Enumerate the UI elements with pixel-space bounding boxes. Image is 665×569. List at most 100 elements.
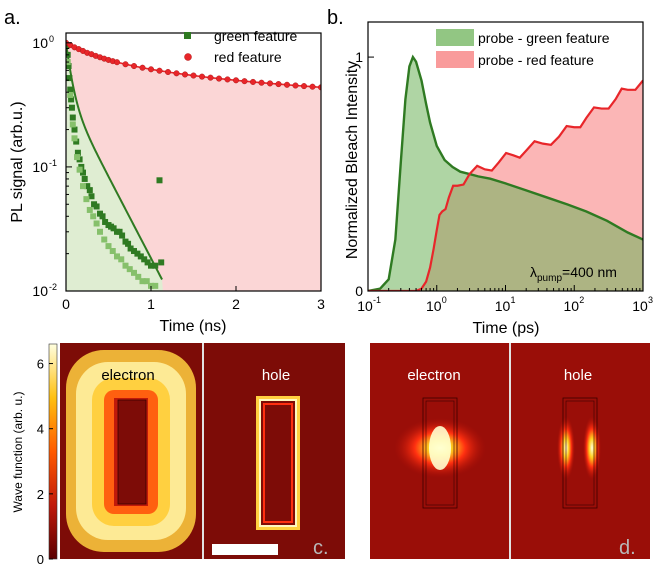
- panel-b-legend: probe - green feature probe - red featur…: [436, 29, 610, 68]
- x-tick-label: 10: [357, 298, 373, 314]
- red-feature-point: [156, 67, 163, 74]
- red-feature-point: [198, 73, 205, 80]
- green-feature-point: [73, 138, 80, 145]
- panel-d: electron hole d.: [370, 343, 650, 559]
- green-feature-point: [148, 262, 154, 269]
- y-tick-label: 1: [355, 49, 363, 65]
- label-electron-d: electron: [407, 367, 460, 384]
- green-feature-point: [125, 240, 132, 247]
- red-feature-point: [309, 83, 316, 90]
- green-feature-fill: [66, 42, 163, 291]
- green-feature-point: [81, 175, 88, 182]
- y-tick-label: 10: [32, 159, 48, 175]
- green-feature-point: [105, 243, 112, 250]
- green-feature-point: [90, 213, 97, 220]
- green-feature-point: [80, 169, 86, 176]
- x-tick-label: 0: [62, 296, 70, 312]
- red-feature-point: [267, 80, 274, 87]
- green-feature-point: [109, 248, 116, 255]
- green-feature-fit-line: [66, 42, 163, 280]
- green-feature-point: [126, 266, 133, 273]
- green-feature-point: [69, 114, 76, 121]
- red-feature-point: [232, 77, 239, 84]
- green-feature-point: [110, 225, 117, 232]
- panel-a-xlabel: Time (ns): [160, 318, 227, 335]
- y-tick-exponent: -2: [49, 282, 57, 292]
- legend-label-probe-red: probe - red feature: [478, 52, 594, 68]
- red-feature-point: [224, 76, 231, 83]
- green-feature-point: [88, 193, 95, 200]
- panel-b-ylabel: Normalized Bleach Intensity: [344, 61, 361, 259]
- y-tick-label: 10: [32, 35, 48, 51]
- green-feature-point: [127, 245, 134, 252]
- green-feature-point: [114, 253, 120, 260]
- red-feature-point: [164, 68, 171, 75]
- red-feature-point: [130, 63, 137, 70]
- green-feature-point: [71, 135, 78, 142]
- legend-swatch-green: [436, 29, 474, 46]
- x-tick-exponent: 2: [579, 295, 584, 305]
- green-feature-point: [134, 250, 141, 257]
- panel-b-label: b.: [327, 7, 344, 29]
- x-tick-label: 3: [317, 296, 325, 312]
- red-feature-point: [249, 78, 256, 85]
- panel-a-legend: green feature red feature: [184, 28, 297, 65]
- panel-d-label: d.: [619, 537, 636, 559]
- x-tick-exponent: -1: [373, 295, 381, 305]
- panel-a-ylabel: PL signal (arb.u.): [9, 101, 26, 222]
- green-feature-point: [66, 63, 72, 70]
- heatmap-c-electron: electron: [60, 343, 202, 559]
- legend-swatch-red: [436, 51, 474, 68]
- green-feature-point: [119, 232, 126, 239]
- green-feature-point: [118, 256, 125, 263]
- heatmap-d-hole: hole: [511, 343, 650, 559]
- label-hole-c: hole: [262, 367, 290, 384]
- label-electron-c: electron: [101, 367, 154, 384]
- red-feature-point: [241, 78, 248, 85]
- red-feature-point: [147, 66, 154, 73]
- x-tick-label: 2: [232, 296, 240, 312]
- red-feature-line: [368, 79, 643, 291]
- green-feature-point: [137, 253, 144, 260]
- green-feature-point: [84, 183, 91, 190]
- red-feature-point: [318, 84, 321, 91]
- x-tick-label: 1: [147, 296, 155, 312]
- red-feature-point: [284, 81, 291, 88]
- y-tick-label: 0: [355, 283, 363, 299]
- legend-marker-red: [184, 53, 192, 61]
- red-feature-point: [190, 72, 197, 79]
- green-feature-point: [131, 248, 137, 255]
- x-tick-label: 10: [632, 298, 648, 314]
- green-feature-point: [67, 91, 74, 98]
- red-feature-point: [292, 82, 299, 89]
- colorbar-tick-label: 4: [37, 422, 44, 437]
- legend-label-red-feature: red feature: [214, 49, 282, 65]
- green-feature-point: [71, 126, 78, 133]
- panel-a-label: a.: [4, 7, 21, 29]
- colorbar: [48, 343, 58, 560]
- y-tick-label: 10: [32, 283, 48, 299]
- x-tick-label: 10: [495, 298, 511, 314]
- red-feature-point: [275, 81, 282, 88]
- green-feature-point: [66, 75, 73, 82]
- heatmap-c-hole: hole: [204, 343, 345, 559]
- red-feature-point: [181, 71, 188, 78]
- green-feature-point: [135, 273, 142, 280]
- x-tick-label: 10: [563, 298, 579, 314]
- pump-wavelength-annotation: λpump=400 nm: [530, 264, 617, 284]
- heatmap-d-electron: electron: [370, 343, 509, 559]
- green-feature-point: [68, 96, 75, 103]
- green-feature-point: [80, 183, 86, 190]
- green-feature-point: [116, 228, 123, 235]
- green-feature-point: [86, 206, 93, 213]
- red-feature-point: [215, 75, 222, 82]
- green-feature-point: [93, 203, 100, 210]
- colorbar-tick-label: 0: [37, 552, 44, 567]
- red-feature-point: [207, 74, 214, 81]
- x-tick-exponent: 3: [648, 295, 653, 305]
- colorbar-tick-label: 2: [37, 487, 44, 502]
- green-feature-line: [368, 54, 643, 291]
- label-hole-d: hole: [564, 367, 592, 384]
- green-feature-point: [156, 177, 163, 184]
